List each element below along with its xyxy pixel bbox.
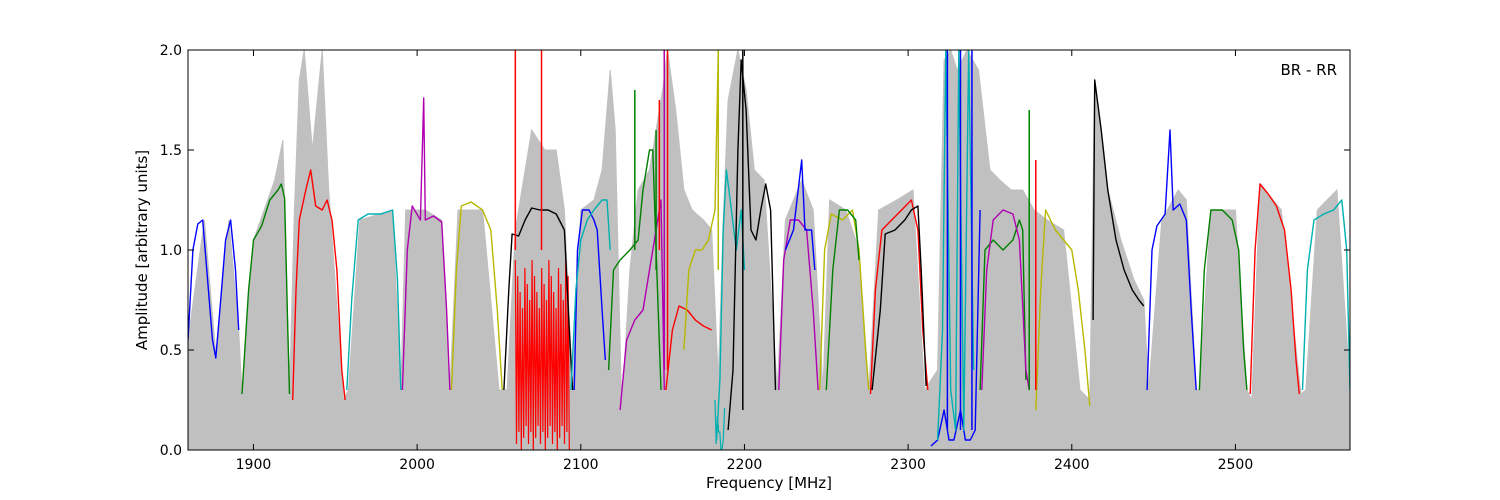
series-line-3: [292, 169, 346, 401]
y-tick-label: 0.5: [160, 343, 182, 359]
series-line-7: [503, 207, 574, 391]
series-line-13: [683, 50, 719, 351]
series-line-14: [715, 169, 746, 441]
x-tick-label: 1900: [236, 457, 272, 473]
x-tick-label: 2400: [1054, 457, 1090, 473]
y-tick-label: 1.0: [160, 243, 182, 259]
series-line-29: [1198, 209, 1248, 391]
series-line-16: [778, 219, 819, 391]
y-axis: 0.0 0.5 1.0 1.5 2.0: [160, 43, 1350, 459]
series-line-15: [727, 59, 777, 431]
series-line-4: [346, 209, 402, 391]
series-line-17: [784, 159, 816, 271]
series-layer: [188, 50, 1350, 447]
chart-annotation: BR - RR: [1280, 61, 1337, 79]
x-tick-label: 2000: [399, 457, 435, 473]
series-line-24: [979, 219, 1027, 391]
series-line-19: [825, 209, 860, 391]
spike-layer: [514, 50, 1037, 430]
series-line-2: [241, 183, 291, 395]
x-axis-title: Frequency [MHz]: [706, 474, 832, 492]
series-line-31: [1301, 199, 1350, 391]
series-line-6: [450, 201, 503, 391]
series-line-10: [607, 149, 662, 391]
series-line-25: [981, 209, 1030, 391]
y-tick-label: 2.0: [160, 43, 182, 59]
series-line-20: [869, 199, 929, 395]
x-tick-label: 2100: [563, 457, 599, 473]
series-line-9: [570, 199, 611, 391]
series-line-30: [1249, 183, 1300, 395]
series-line-1: [188, 219, 240, 359]
series-line-12: [665, 305, 713, 391]
x-tick-label: 2500: [1218, 457, 1254, 473]
series-line-11: [619, 199, 665, 411]
series-line-22: [930, 209, 981, 447]
series-line-5: [401, 97, 451, 391]
series-line-18: [819, 209, 870, 391]
series-line-8: [573, 209, 606, 391]
x-tick-label: 2200: [727, 457, 763, 473]
series-line-23: [936, 50, 975, 441]
x-tick-label: 2300: [890, 457, 926, 473]
burst-1: [514, 259, 570, 450]
x-axis: 1900 2000 2100 2200 2300 2400 2500: [236, 50, 1254, 473]
y-tick-label: 1.5: [160, 143, 182, 159]
series-line-21: [871, 205, 927, 391]
series-line-28: [1146, 129, 1197, 391]
y-tick-label: 0.0: [160, 443, 182, 459]
y-axis-title: Amplitude [arbitrary units]: [133, 150, 151, 350]
series-line-27: [1092, 79, 1145, 321]
series-line-26: [1035, 209, 1091, 411]
